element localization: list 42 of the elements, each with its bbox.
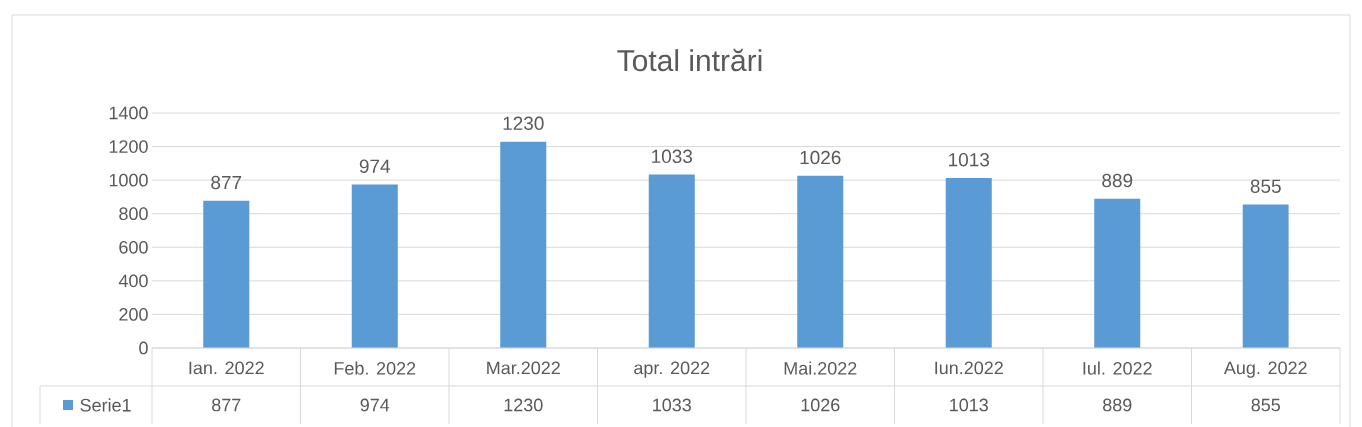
text: 1230 bbox=[504, 398, 543, 412]
bar bbox=[1094, 198, 1141, 348]
text: 1033 bbox=[653, 398, 691, 412]
x-tick-label: Ian. 2022 bbox=[189, 361, 264, 375]
y-tick-label: 1200 bbox=[109, 140, 148, 153]
x-tick-label: apr. 2022 bbox=[634, 361, 710, 378]
x-tick-label: Iul. 2022 bbox=[1083, 361, 1152, 375]
y-tick-label: 800 bbox=[119, 207, 148, 221]
text: 855 bbox=[1251, 398, 1280, 412]
text: 1013 bbox=[950, 398, 988, 412]
y-tick-label: 1000 bbox=[109, 173, 148, 187]
data-label: 889 bbox=[1102, 173, 1133, 188]
x-tick-label: Mar.2022 bbox=[487, 361, 560, 375]
x-tick-label: Aug. 2022 bbox=[1223, 361, 1307, 378]
y-tick-label: 0 bbox=[139, 341, 148, 355]
text: 1026 bbox=[801, 398, 840, 412]
x-tick-label: Feb. 2022 bbox=[334, 361, 416, 375]
bar bbox=[351, 184, 398, 348]
chart-title: Total intrări bbox=[617, 48, 762, 72]
bar bbox=[500, 141, 547, 348]
legend-label: Serie1 bbox=[80, 398, 131, 412]
x-tick-label: Iun.2022 bbox=[935, 361, 1003, 375]
data-label: 1013 bbox=[949, 152, 990, 167]
y-tick-label: 400 bbox=[118, 274, 148, 288]
data-label: 1033 bbox=[652, 149, 693, 164]
data-label: 877 bbox=[211, 175, 242, 190]
data-label: 1230 bbox=[503, 116, 544, 130]
y-tick-label: 600 bbox=[119, 240, 148, 254]
text: 877 bbox=[212, 398, 241, 412]
data-label: 1026 bbox=[800, 150, 841, 165]
text: 889 bbox=[1103, 398, 1132, 412]
data-label: 855 bbox=[1250, 179, 1281, 193]
bar bbox=[945, 177, 992, 348]
y-tick-label: 200 bbox=[119, 308, 148, 321]
data-label: 974 bbox=[359, 159, 391, 173]
bar bbox=[203, 200, 250, 348]
text: 974 bbox=[360, 398, 390, 412]
x-tick-label: Mai.2022 bbox=[784, 361, 857, 375]
bar bbox=[797, 175, 844, 348]
y-tick-label: 1400 bbox=[109, 106, 148, 120]
bar bbox=[648, 174, 695, 348]
bar bbox=[1242, 204, 1289, 348]
